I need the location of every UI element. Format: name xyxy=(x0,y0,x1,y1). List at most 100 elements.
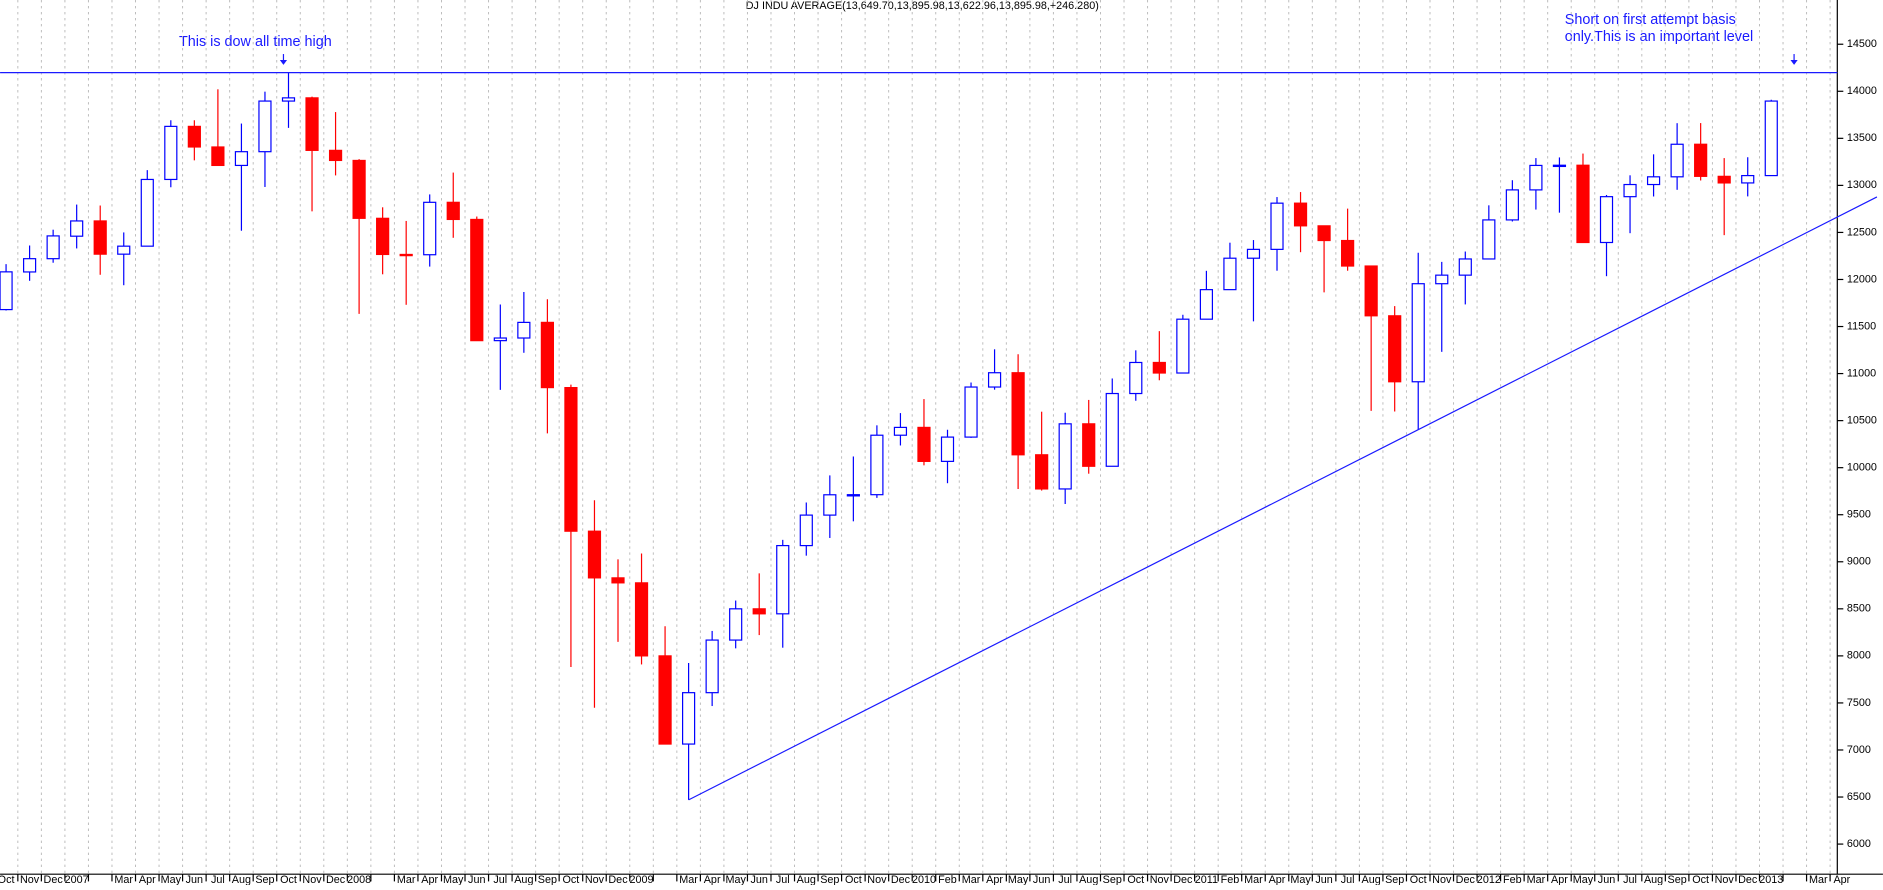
x-tick-label: Apr xyxy=(139,874,156,885)
x-tick-label: Sep xyxy=(1103,874,1122,885)
candle-body xyxy=(1011,372,1025,456)
x-tick-label: Apr xyxy=(1833,874,1850,885)
x-tick-label: Jul xyxy=(211,874,225,885)
x-tick-label: Nov xyxy=(1150,874,1170,885)
candle-body xyxy=(611,577,625,584)
trendline xyxy=(688,196,1878,801)
candle-body xyxy=(1035,454,1049,490)
candle-body xyxy=(564,386,578,532)
candle-body xyxy=(1458,258,1472,276)
x-tick-label: 2009 xyxy=(630,874,654,885)
x-tick-label: Dec xyxy=(44,874,64,885)
x-tick-label: Jul xyxy=(1058,874,1072,885)
candle-body xyxy=(1599,196,1614,244)
x-tick-label: Nov xyxy=(302,874,322,885)
y-tick-label: 11000 xyxy=(1847,367,1876,379)
y-tick-label: 7000 xyxy=(1847,744,1871,756)
candle-body xyxy=(117,245,131,255)
x-tick-label: Oct xyxy=(845,874,862,885)
candle-body xyxy=(1176,318,1190,374)
candle-body xyxy=(658,655,672,745)
candle-body xyxy=(1152,361,1166,374)
candle-body xyxy=(587,530,602,579)
y-tick-label: 6000 xyxy=(1847,838,1871,850)
x-tick-label: 2008 xyxy=(347,874,371,885)
y-tick-label: 9000 xyxy=(1847,556,1871,568)
x-tick-label: May xyxy=(1573,874,1594,885)
candle-body xyxy=(1105,392,1119,467)
candle-body xyxy=(70,220,84,237)
y-tick-label: 13500 xyxy=(1847,132,1877,144)
y-tick-label: 11500 xyxy=(1847,320,1876,332)
x-tick-label: Jul xyxy=(1341,874,1355,885)
candle-body xyxy=(1199,289,1214,320)
candle-body xyxy=(1576,164,1590,244)
candle-body xyxy=(540,321,554,389)
x-tick-label: 2010 xyxy=(912,874,936,885)
candle-body xyxy=(517,321,531,339)
candle-body xyxy=(258,100,272,153)
candle-body xyxy=(399,253,413,257)
candle-body xyxy=(1246,248,1261,259)
candle-body xyxy=(799,514,813,547)
candle-body xyxy=(1529,164,1543,191)
x-tick-label: Nov xyxy=(1715,874,1735,885)
x-tick-label: Aug xyxy=(797,874,816,885)
x-tick-label: Dec xyxy=(1173,874,1193,885)
x-tick-label: Jun xyxy=(1598,874,1615,885)
y-tick-label: 12000 xyxy=(1847,273,1877,285)
x-tick-label: Jun xyxy=(186,874,203,885)
candle-body xyxy=(1646,176,1661,186)
x-tick-label: Aug xyxy=(514,874,533,885)
x-tick-label: Apr xyxy=(704,874,721,885)
x-tick-label: Mar xyxy=(679,874,698,885)
candle-body xyxy=(940,436,955,462)
x-tick-label: 2013 xyxy=(1759,874,1783,885)
candle-body xyxy=(281,97,296,102)
x-tick-label: Oct xyxy=(1127,874,1144,885)
candle-body xyxy=(1270,202,1284,250)
candle-body xyxy=(22,258,37,273)
x-tick-label: Mar xyxy=(962,874,981,885)
x-tick-label: Oct xyxy=(1410,874,1427,885)
x-tick-label: Apr xyxy=(421,874,438,885)
candle-body xyxy=(187,125,201,148)
x-tick-label: Apr xyxy=(1551,874,1568,885)
x-tick-label: Dec xyxy=(891,874,911,885)
x-tick-label: Sep xyxy=(1385,874,1404,885)
candle-body xyxy=(1623,183,1637,198)
candle-body xyxy=(682,692,696,745)
x-tick-label: Oct xyxy=(1692,874,1709,885)
y-tick-label: 10000 xyxy=(1847,462,1877,474)
x-tick-label: Apr xyxy=(986,874,1003,885)
x-tick-label: Jul xyxy=(1623,874,1637,885)
annotation: This is dow all time high xyxy=(179,34,332,50)
candle-body xyxy=(1317,225,1331,242)
x-tick-label: May xyxy=(725,874,746,885)
x-tick-label: Dec xyxy=(608,874,628,885)
x-tick-label: Oct xyxy=(0,874,14,885)
x-tick-label: Oct xyxy=(280,874,297,885)
x-tick-label: Dec xyxy=(1456,874,1476,885)
x-tick-label: Feb xyxy=(938,874,957,885)
x-tick-label: Mar xyxy=(1244,874,1263,885)
x-tick-label: Aug xyxy=(1362,874,1381,885)
candle-body xyxy=(1293,202,1308,227)
x-tick-label: Feb xyxy=(1503,874,1522,885)
candle-body xyxy=(1058,423,1072,490)
x-tick-label: Sep xyxy=(255,874,274,885)
candle-body xyxy=(140,178,154,247)
x-tick-label: Jun xyxy=(751,874,768,885)
y-tick-label: 13000 xyxy=(1847,179,1877,191)
candle-body xyxy=(423,201,437,256)
candle-body xyxy=(46,235,60,260)
candle-body xyxy=(1505,189,1519,221)
candle-body xyxy=(164,125,178,181)
x-tick-label: Sep xyxy=(1668,874,1687,885)
x-tick-label: Sep xyxy=(820,874,839,885)
candle-body xyxy=(376,217,390,256)
candle-body xyxy=(917,426,931,462)
x-tick-label: Mar xyxy=(1809,874,1828,885)
candle-body xyxy=(634,582,649,657)
x-tick-label: Jun xyxy=(1315,874,1332,885)
